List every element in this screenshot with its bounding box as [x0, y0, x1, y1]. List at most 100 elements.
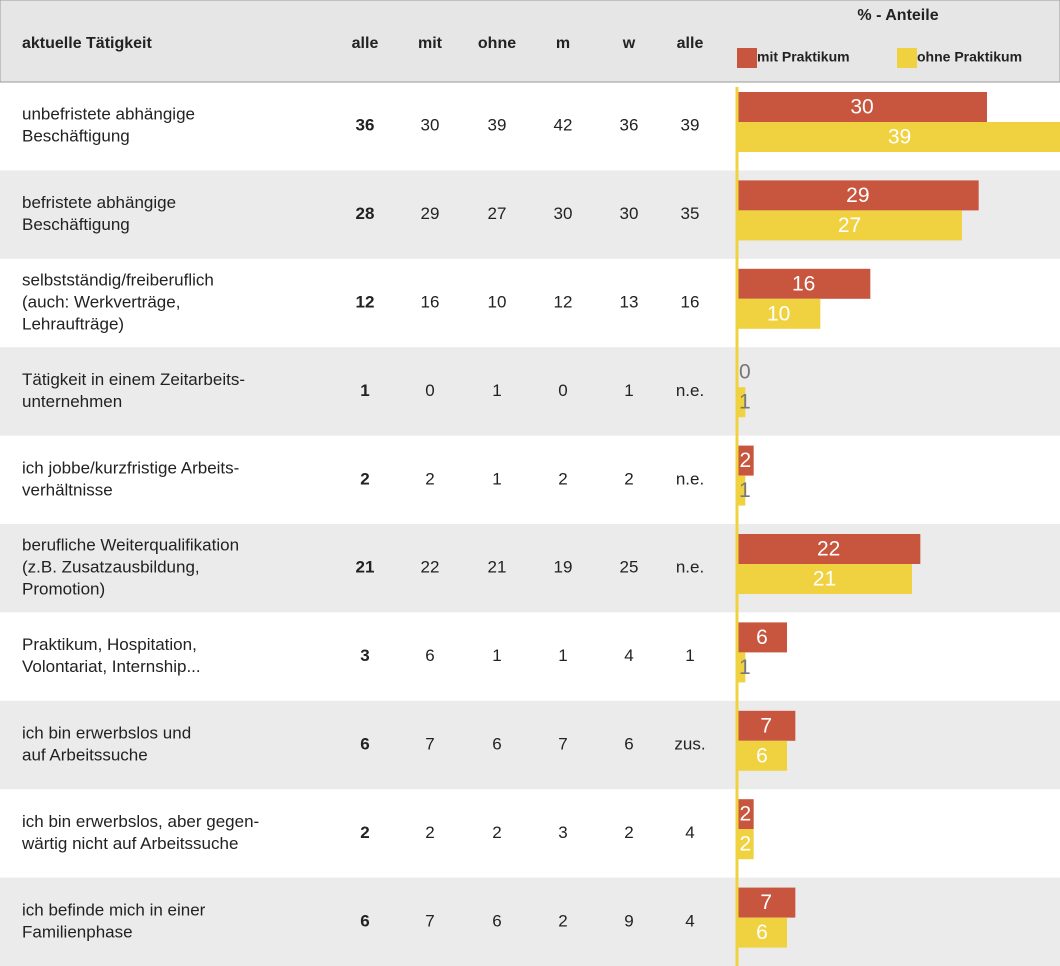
row-label: Beschäftigung — [22, 215, 130, 234]
bar — [737, 268, 871, 299]
cell: 6 — [624, 734, 633, 753]
cell: 4 — [624, 646, 633, 665]
row-label: berufliche Weiterqualifikation — [22, 536, 239, 555]
cell: 7 — [558, 734, 567, 753]
bar-label: 27 — [838, 214, 861, 237]
cell: 6 — [360, 911, 369, 930]
cell: 22 — [421, 558, 440, 577]
cell: 25 — [620, 558, 639, 577]
cell: 2 — [360, 469, 369, 488]
cell: 0 — [558, 381, 567, 400]
row-label: ich bin erwerbslos, aber gegen- — [22, 812, 259, 831]
cell: 6 — [425, 646, 434, 665]
cell: 10 — [488, 292, 507, 311]
bar — [737, 917, 787, 948]
cell: 30 — [421, 116, 440, 135]
bar — [737, 799, 754, 830]
header-col: ohne — [478, 35, 516, 52]
row-label: verhältnisse — [22, 480, 113, 499]
cell: 42 — [554, 116, 573, 135]
row-label: (z.B. Zusatzausbildung, — [22, 558, 200, 577]
cell: 6 — [492, 734, 501, 753]
bar — [737, 887, 796, 918]
cell: 1 — [558, 646, 567, 665]
cell: 2 — [558, 469, 567, 488]
bar-label: 16 — [792, 272, 815, 295]
cell: 3 — [558, 823, 567, 842]
row-label: Praktikum, Hospitation, — [22, 635, 197, 654]
cell: 1 — [492, 469, 501, 488]
cell: 36 — [356, 116, 375, 135]
cell: 1 — [685, 646, 694, 665]
bar — [737, 564, 912, 594]
bar-label: 29 — [846, 184, 869, 207]
cell: 2 — [492, 823, 501, 842]
legend-swatch — [737, 48, 757, 68]
cell: 21 — [488, 558, 507, 577]
row-label: Promotion) — [22, 580, 105, 599]
row-bg — [0, 347, 1060, 436]
row-bg — [0, 877, 1060, 966]
bar — [737, 210, 962, 241]
cell: 27 — [488, 204, 507, 223]
cell: 30 — [620, 204, 639, 223]
bar — [737, 829, 754, 860]
cell: 12 — [356, 292, 375, 311]
row-label: wärtig nicht auf Arbeitssuche — [21, 834, 238, 853]
cell: 2 — [425, 469, 434, 488]
cell: 29 — [421, 204, 440, 223]
chart-title: % - Anteile — [857, 7, 938, 24]
bar — [737, 740, 787, 771]
bar-label: 6 — [756, 626, 768, 649]
cell: n.e. — [676, 558, 704, 577]
row-label: unbefristete abhängige — [22, 105, 195, 124]
cell: 30 — [554, 204, 573, 223]
cell: 2 — [558, 911, 567, 930]
bar — [737, 652, 746, 683]
cell: 0 — [425, 381, 434, 400]
cell: 16 — [681, 292, 700, 311]
row-bg — [0, 700, 1060, 790]
cell: n.e. — [676, 381, 704, 400]
bar-label: 2 — [739, 833, 751, 856]
cell: 2 — [624, 823, 633, 842]
cell: 36 — [620, 116, 639, 135]
row-label: selbstständig/freiberuflich — [22, 270, 214, 289]
cell: 4 — [685, 823, 694, 842]
bar-label: 2 — [739, 449, 751, 472]
cell: 3 — [360, 646, 369, 665]
cell: 19 — [554, 558, 573, 577]
cell: n.e. — [676, 469, 704, 488]
row-label: ich befinde mich in einer — [22, 900, 206, 919]
bar-label: 39 — [888, 126, 911, 149]
row-label: ich jobbe/kurzfristige Arbeits- — [22, 458, 239, 477]
row-label: Tätigkeit in einem Zeitarbeits- — [22, 370, 245, 389]
row-label: Familienphase — [22, 922, 133, 941]
header-col: mit — [418, 35, 443, 52]
cell: 6 — [360, 734, 369, 753]
cell: 39 — [488, 116, 507, 135]
bar-label: 0 — [739, 361, 751, 384]
legend-label: mit Praktikum — [757, 49, 850, 65]
cell: 7 — [425, 734, 434, 753]
cell: 12 — [554, 292, 573, 311]
bar — [737, 92, 987, 122]
bar-label: 1 — [739, 479, 751, 502]
bar-label: 1 — [739, 391, 751, 414]
bar — [737, 622, 787, 653]
cell: 4 — [685, 911, 694, 930]
cell: 2 — [624, 469, 633, 488]
row-label: Lehraufträge) — [22, 314, 124, 333]
row-label: Beschäftigung — [22, 127, 130, 146]
cell: 16 — [421, 292, 440, 311]
cell: 13 — [620, 292, 639, 311]
header-col: alle — [352, 35, 379, 52]
legend-swatch — [897, 48, 917, 68]
row-label: ich bin erwerbslos und — [22, 723, 191, 742]
bar — [737, 298, 821, 329]
bar-label: 7 — [760, 714, 772, 737]
cell: 2 — [360, 823, 369, 842]
bar-label: 2 — [739, 803, 751, 826]
bar — [737, 445, 754, 476]
